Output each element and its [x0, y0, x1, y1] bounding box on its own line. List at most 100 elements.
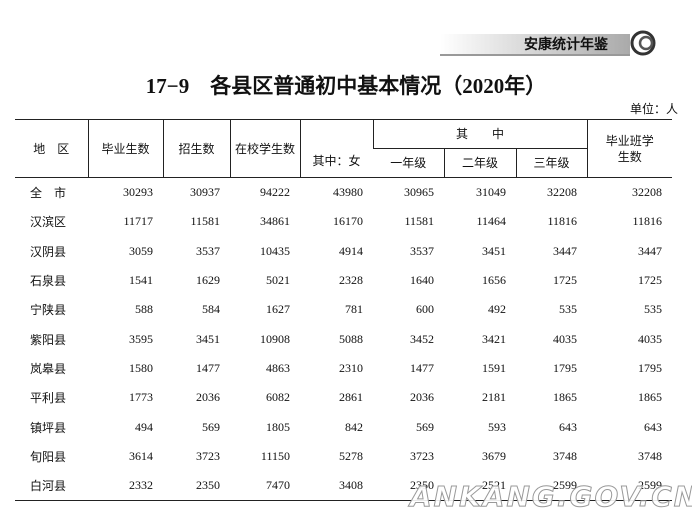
cell-value: 2521: [444, 470, 516, 502]
cell-value: 643: [559, 419, 578, 434]
cell-value: 7470: [230, 470, 300, 502]
cell-value: 492: [488, 302, 506, 317]
cell-value: 2328: [339, 273, 363, 288]
cell-value: 584: [202, 302, 220, 317]
cell-value: 3679: [482, 448, 506, 463]
table-row: 石泉县 1541 1629 5021 2328 1640 1656 1725 1725: [15, 266, 672, 295]
cell-value: 4863: [266, 360, 290, 375]
cell-value: 3748: [553, 448, 578, 463]
cell-value: 3452: [410, 331, 434, 346]
area-name: 宁陕县: [30, 303, 67, 318]
cell-value: 1477: [410, 360, 434, 375]
cell-value: 4035: [638, 331, 663, 346]
cell-value: 1795: [638, 360, 663, 375]
header-cell: 毕业生数: [87, 119, 163, 178]
cell-value: 3537: [410, 243, 434, 258]
cell-value: 4914: [339, 243, 363, 258]
table-row: 汉阴县 3059 3537 10435 4914 3537 3451 3447 3447: [15, 237, 672, 266]
cell-value: 11717: [123, 214, 153, 229]
cell-value: 10435: [260, 243, 290, 258]
cell-value: 1541: [129, 273, 153, 288]
cell-value: 94222: [260, 185, 290, 200]
cell-value: 593: [488, 419, 506, 434]
cell-value: 31049: [476, 185, 506, 200]
cell-value: 643: [644, 419, 663, 434]
cell-value: 1580: [129, 360, 153, 375]
table-row: 紫阳县 3595 3451 10908 5088 3452 3421 4035 4035: [15, 324, 672, 353]
cell-value: 3723: [410, 448, 434, 463]
area-name: 全 市: [30, 186, 67, 201]
table-row: 镇坪县 494 569 1805 842 569 593 643 643: [15, 412, 672, 441]
cell-value: 3059: [129, 243, 153, 258]
cell-value: 3408: [300, 470, 373, 502]
table-row: 全 市 30293 30937 94222 43980 30965 31049 32208 32…: [15, 178, 672, 208]
cell-value: 5088: [339, 331, 363, 346]
cell-value: 2350: [373, 470, 444, 502]
cell-value: 11581: [404, 214, 434, 229]
cell-value: 10908: [260, 331, 290, 346]
cell-value: 3614: [129, 448, 153, 463]
header-cell: 招生数: [162, 119, 230, 178]
cell-value: 1640: [410, 273, 434, 288]
header-cell: 一年级: [373, 148, 444, 178]
cell-value: 2599: [516, 470, 588, 502]
data-table: 地 区 毕业生数 招生数 在校学生数 其中：女 其 中 毕业班学生数 一年级 二…: [15, 119, 673, 502]
cell-value: 3451: [482, 243, 506, 258]
table-row: 平利县 1773 2036 6082 2861 2036 2181 1865 1865: [15, 383, 672, 412]
cell-value: 2036: [410, 390, 434, 405]
cell-value: 781: [345, 302, 363, 317]
cell-value: 1627: [266, 302, 290, 317]
area-name: 旬阳县: [30, 449, 67, 464]
cell-value: 16170: [333, 214, 363, 229]
cell-value: 1795: [553, 360, 578, 375]
cell-value: 3723: [196, 448, 220, 463]
cell-value: 3421: [482, 331, 506, 346]
cell-value: 34861: [260, 214, 290, 229]
header-cell: 其中：女: [299, 119, 373, 178]
area-name: 平利县: [30, 391, 67, 406]
cell-value: 600: [416, 302, 434, 317]
logo: [630, 30, 656, 56]
cell-value: 2181: [482, 390, 506, 405]
area-name: 汉阴县: [30, 244, 67, 259]
cell-value: 32208: [632, 185, 663, 200]
cell-value: 3537: [196, 243, 220, 258]
cell-value: 32208: [547, 185, 578, 200]
header-cell: 三年级: [515, 148, 588, 178]
header-cell: 在校学生数: [229, 119, 300, 178]
cell-value: 2599: [587, 470, 673, 502]
table-row: 旬阳县 3614 3723 11150 5278 3723 3679 3748 3748: [15, 442, 672, 471]
cell-value: 2332: [88, 470, 163, 502]
cell-value: 30965: [404, 185, 434, 200]
cell-value: 569: [202, 419, 220, 434]
yearbook-name: 安康统计年鉴: [524, 36, 609, 53]
cell-value: 535: [559, 302, 578, 317]
cell-value: 2310: [339, 360, 363, 375]
area-name: 白河县: [15, 470, 88, 502]
cell-value: 11581: [190, 214, 220, 229]
cell-value: 1865: [638, 390, 663, 405]
table-body: 全 市 30293 30937 94222 43980 30965 31049 32208 32…: [15, 178, 673, 502]
cell-value: 3451: [196, 331, 220, 346]
logo-inner: [638, 35, 654, 51]
cell-value: 5278: [339, 448, 363, 463]
area-name: 岚皋县: [30, 361, 67, 376]
table-row: 岚皋县 1580 1477 4863 2310 1477 1591 1795 1795: [15, 354, 672, 383]
yearbook-banner: 安康统计年鉴: [440, 30, 656, 56]
unit: 单位：人: [629, 102, 678, 116]
cell-value: 30293: [123, 185, 153, 200]
table-row: 宁陕县 588 584 1627 781 600 492 535 535: [15, 295, 672, 324]
cell-value: 2036: [196, 390, 220, 405]
banner-bg: [440, 34, 630, 54]
table-row: 汉滨区 11717 11581 34861 16170 11581 11464 11816 11…: [15, 207, 672, 236]
cell-value: 5021: [266, 273, 290, 288]
watermark: ANKANG.GOV.CN: [409, 480, 692, 514]
cell-value: 2861: [339, 390, 363, 405]
cell-value: 1656: [482, 273, 506, 288]
cell-value: 588: [135, 302, 153, 317]
cell-value: 2350: [163, 470, 230, 502]
cell-value: 11816: [547, 214, 578, 229]
cell-value: 3748: [638, 448, 663, 463]
cell-value: 11464: [476, 214, 506, 229]
